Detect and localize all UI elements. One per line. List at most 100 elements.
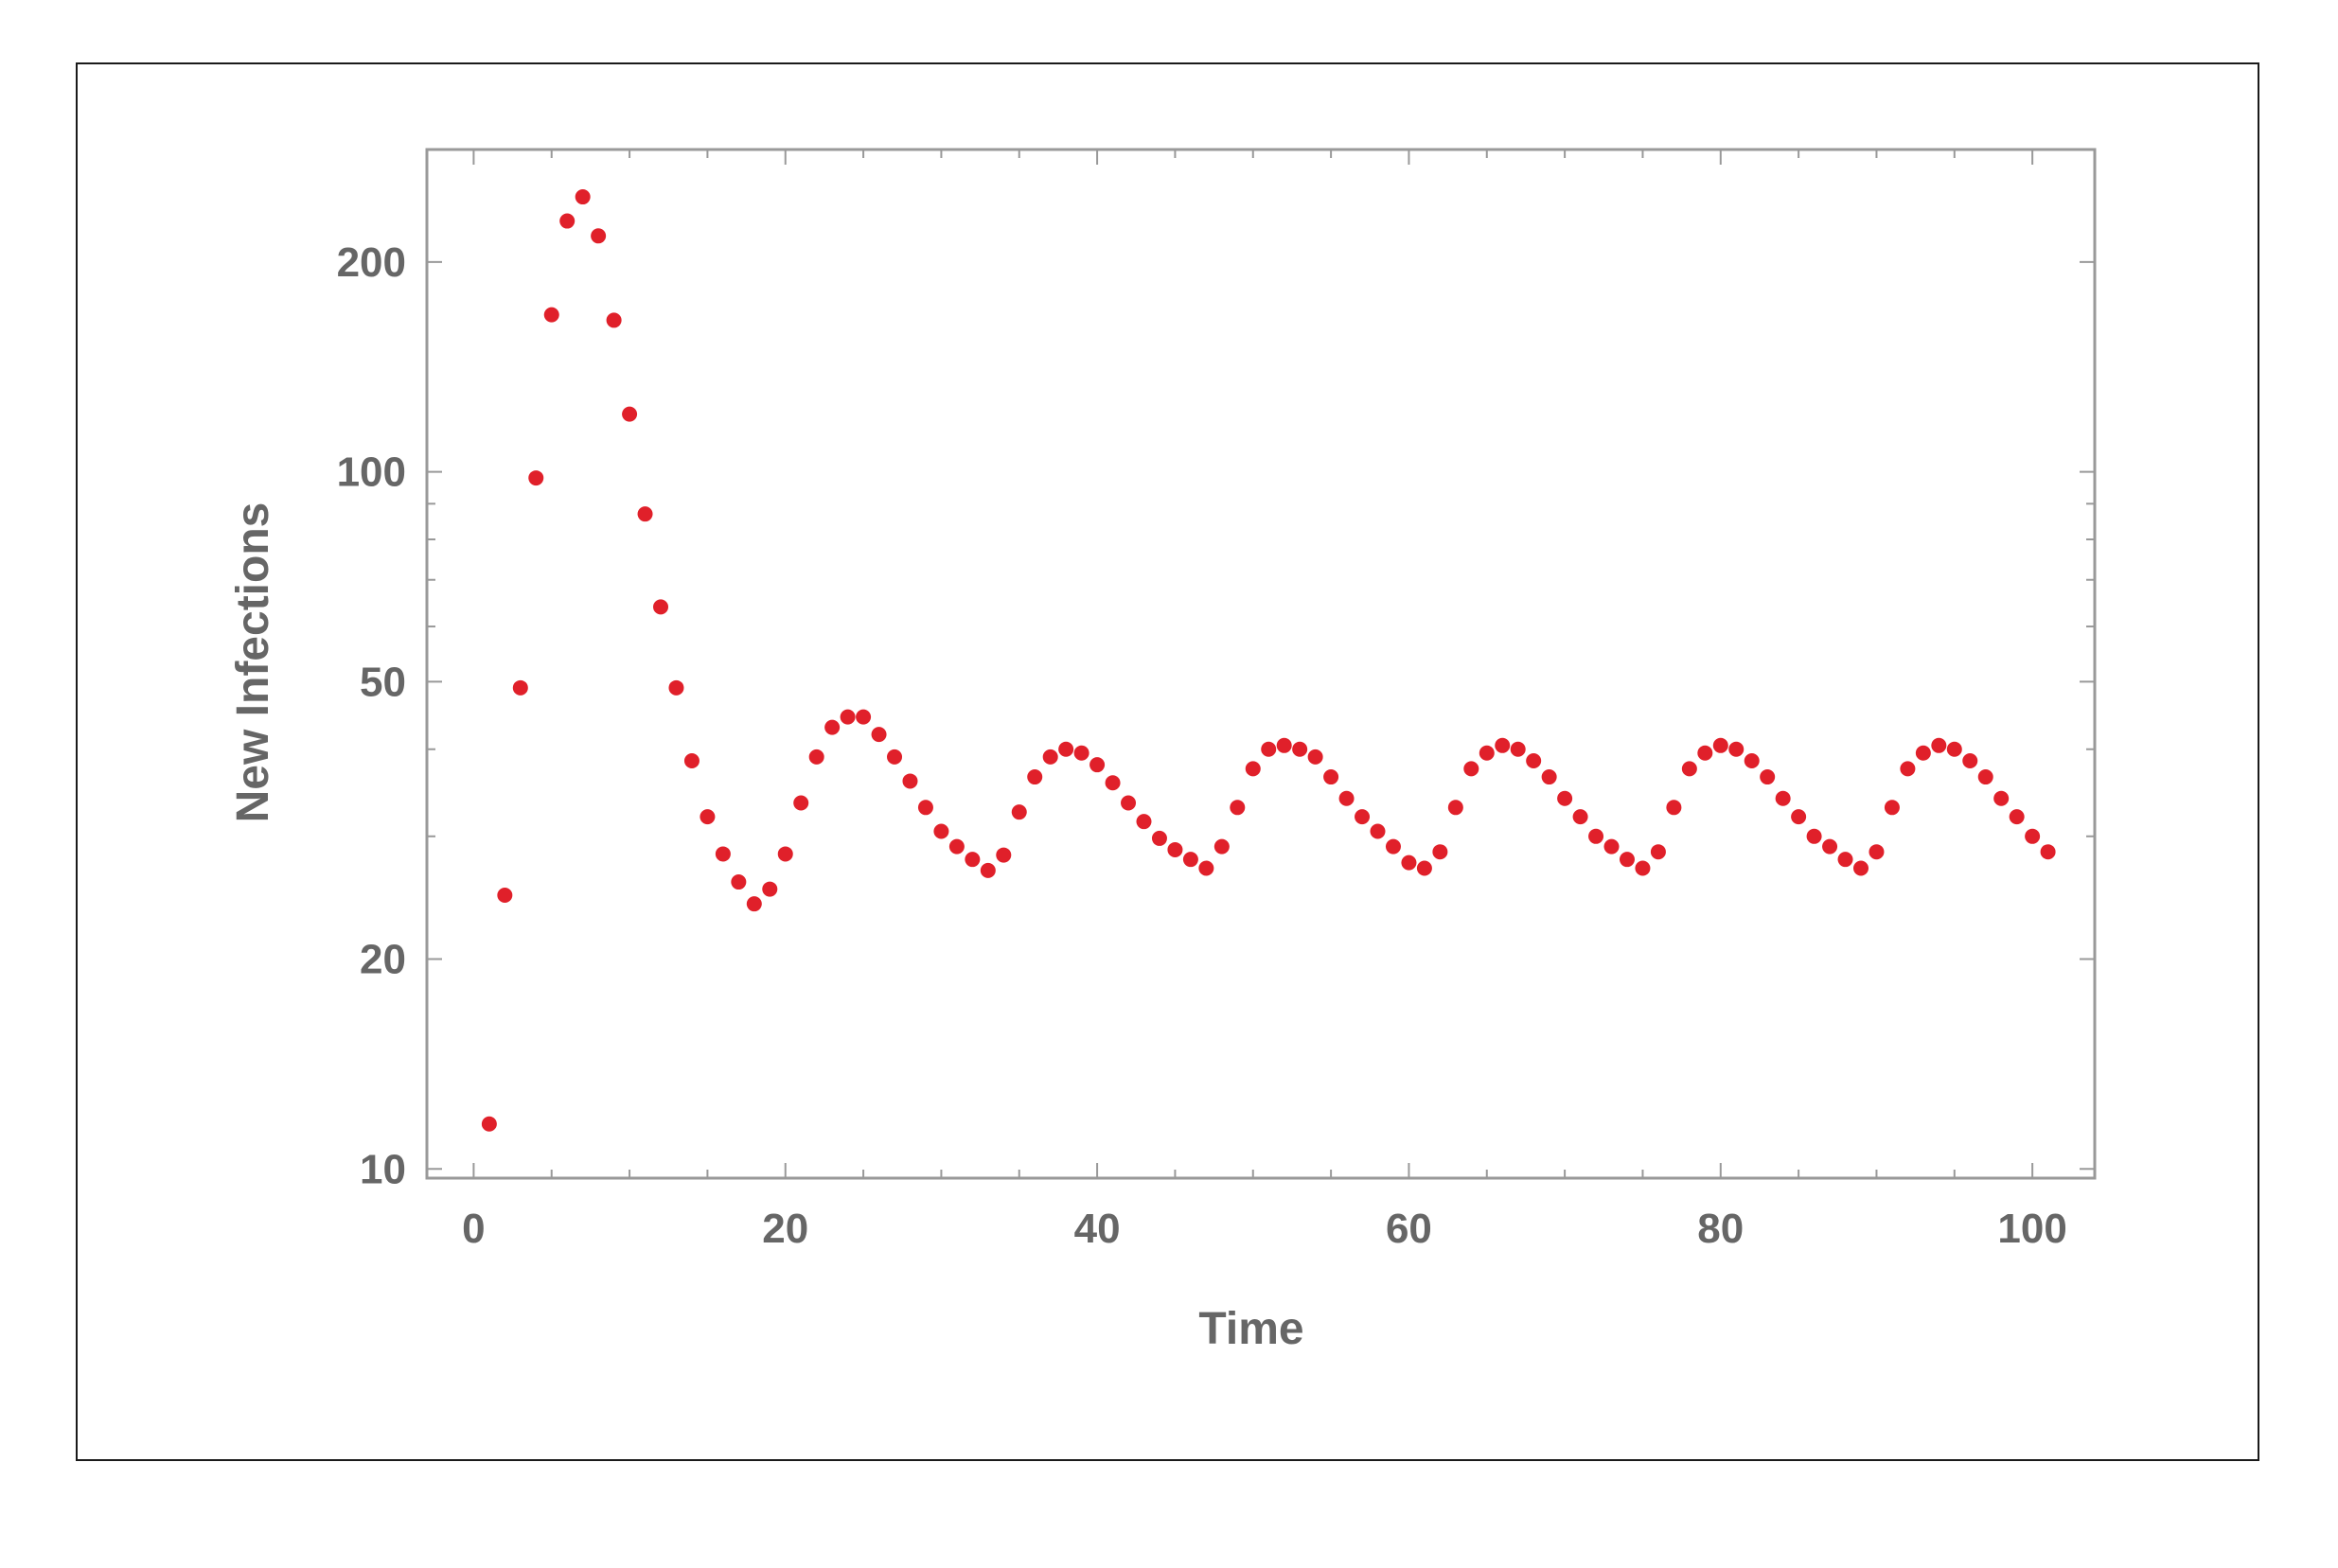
data-point xyxy=(1588,828,1604,844)
plot-area xyxy=(425,148,2097,1180)
data-point xyxy=(1650,844,1666,860)
y-axis-tick-labels: 10 20 50 100 200 xyxy=(337,239,406,1192)
data-point xyxy=(840,709,856,725)
data-point xyxy=(1900,761,1916,777)
data-point xyxy=(653,599,669,615)
data-point xyxy=(1058,741,1074,757)
data-point xyxy=(1728,741,1745,757)
data-point xyxy=(887,749,903,765)
data-point xyxy=(746,896,762,912)
data-point xyxy=(1136,814,1152,830)
data-point xyxy=(1946,741,1962,757)
data-point xyxy=(731,874,747,890)
data-point xyxy=(1712,737,1728,753)
data-point xyxy=(1167,841,1183,857)
data-point xyxy=(2025,828,2041,844)
data-point xyxy=(1619,852,1635,868)
x-tick-label: 80 xyxy=(1697,1206,1744,1252)
data-point xyxy=(1822,838,1838,854)
data-point xyxy=(1355,809,1371,825)
data-point xyxy=(1463,761,1479,777)
data-point xyxy=(1495,737,1511,753)
data-point xyxy=(1635,860,1651,876)
data-point xyxy=(933,823,949,839)
data-point xyxy=(1697,745,1713,761)
data-point xyxy=(1931,737,1947,753)
data-point xyxy=(1401,854,1417,871)
data-point xyxy=(1198,860,1214,876)
data-point xyxy=(591,228,607,244)
y-tick-label: 50 xyxy=(360,659,406,705)
data-point xyxy=(1760,769,1776,785)
data-point xyxy=(1681,761,1697,777)
y-tick-label: 10 xyxy=(360,1146,406,1192)
data-point xyxy=(902,773,918,789)
x-axis-tick-labels: 0 20 40 60 80 100 xyxy=(462,1206,2067,1252)
data-point xyxy=(1261,741,1277,757)
data-point xyxy=(1993,790,2010,806)
data-point xyxy=(777,846,793,862)
data-point xyxy=(528,470,544,486)
data-point xyxy=(1962,752,1978,768)
data-point xyxy=(1666,800,1682,816)
data-point xyxy=(622,406,638,422)
data-point xyxy=(1323,769,1339,785)
data-point xyxy=(1416,860,1432,876)
data-point xyxy=(2040,844,2056,860)
data-point xyxy=(1089,757,1106,773)
data-point xyxy=(1027,769,1043,785)
x-tick-label: 100 xyxy=(1997,1206,2066,1252)
data-point xyxy=(1447,800,1463,816)
data-point xyxy=(793,795,809,811)
chart-frame xyxy=(76,62,2259,1461)
data-point xyxy=(559,213,576,229)
data-point xyxy=(1213,838,1230,854)
data-point xyxy=(1572,809,1588,825)
data-point xyxy=(980,862,996,878)
x-axis-title: Time xyxy=(1198,1304,1303,1354)
y-axis-title: New Infections xyxy=(228,502,278,823)
data-points xyxy=(481,189,2056,1132)
x-tick-label: 0 xyxy=(462,1206,485,1252)
data-point xyxy=(1884,800,1900,816)
data-point xyxy=(824,719,841,735)
data-point xyxy=(1744,752,1760,768)
data-point xyxy=(1292,741,1308,757)
data-point xyxy=(1432,844,1448,860)
data-point xyxy=(1837,852,1853,868)
y-tick-label: 20 xyxy=(360,937,406,983)
data-point xyxy=(808,749,824,765)
data-point xyxy=(917,800,933,816)
data-point xyxy=(1526,752,1542,768)
data-point xyxy=(497,887,513,903)
data-point xyxy=(871,727,887,743)
data-point xyxy=(948,838,965,854)
data-point xyxy=(1775,790,1791,806)
data-point xyxy=(668,679,684,696)
data-point xyxy=(1042,749,1058,765)
data-point xyxy=(1806,828,1822,844)
data-point xyxy=(1977,769,1993,785)
data-point xyxy=(1245,761,1261,777)
y-tick-label: 100 xyxy=(337,449,406,496)
data-point xyxy=(1915,745,1931,761)
data-point xyxy=(856,709,872,725)
data-point xyxy=(965,852,981,868)
data-point xyxy=(1869,844,1885,860)
data-point xyxy=(1121,795,1137,811)
data-point xyxy=(1338,790,1355,806)
data-point xyxy=(1370,823,1386,839)
data-point xyxy=(606,312,622,328)
data-point xyxy=(1011,804,1027,820)
y-tick-label: 200 xyxy=(337,239,406,286)
data-point xyxy=(1385,838,1401,854)
y-axis-ticks xyxy=(427,260,2095,1171)
data-point xyxy=(1073,745,1089,761)
data-point xyxy=(1479,745,1495,761)
data-point xyxy=(1276,737,1292,753)
data-point xyxy=(1307,749,1323,765)
data-point xyxy=(543,307,559,323)
data-point xyxy=(1105,775,1121,791)
data-point xyxy=(1603,838,1620,854)
